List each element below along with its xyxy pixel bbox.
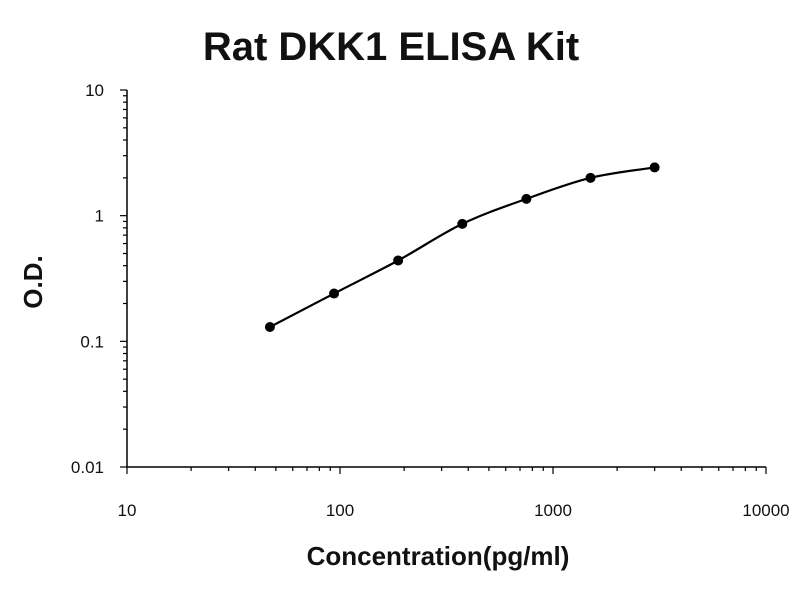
- series-layer: [264, 162, 660, 333]
- y-axis-label: O.D.: [18, 255, 48, 308]
- x-tick-label: 10: [118, 501, 137, 520]
- data-point: [521, 193, 532, 204]
- data-point: [329, 288, 340, 299]
- x-tick-label: 100: [326, 501, 354, 520]
- x-axis-label: Concentration(pg/ml): [307, 541, 570, 571]
- data-point: [457, 218, 468, 229]
- x-tick-label: 1000: [534, 501, 572, 520]
- data-point: [585, 172, 596, 183]
- x-axis-ticks: [126, 467, 767, 474]
- y-tick-label: 10: [85, 81, 104, 100]
- plot-area: 0.01 0.1 1 10 10 100 1000 10000: [71, 81, 790, 520]
- data-point: [393, 255, 404, 266]
- y-axis-ticks: [120, 89, 127, 468]
- x-tick-label: 10000: [742, 501, 789, 520]
- data-point: [264, 322, 275, 333]
- y-tick-label: 0.01: [71, 458, 104, 477]
- chart-title: Rat DKK1 ELISA Kit: [203, 25, 579, 69]
- tick-labels: 0.01 0.1 1 10 10 100 1000 10000: [71, 81, 790, 520]
- y-tick-label: 1: [95, 207, 104, 226]
- data-point: [649, 162, 660, 173]
- standard-curve-line: [269, 166, 655, 328]
- y-tick-label: 0.1: [80, 332, 104, 351]
